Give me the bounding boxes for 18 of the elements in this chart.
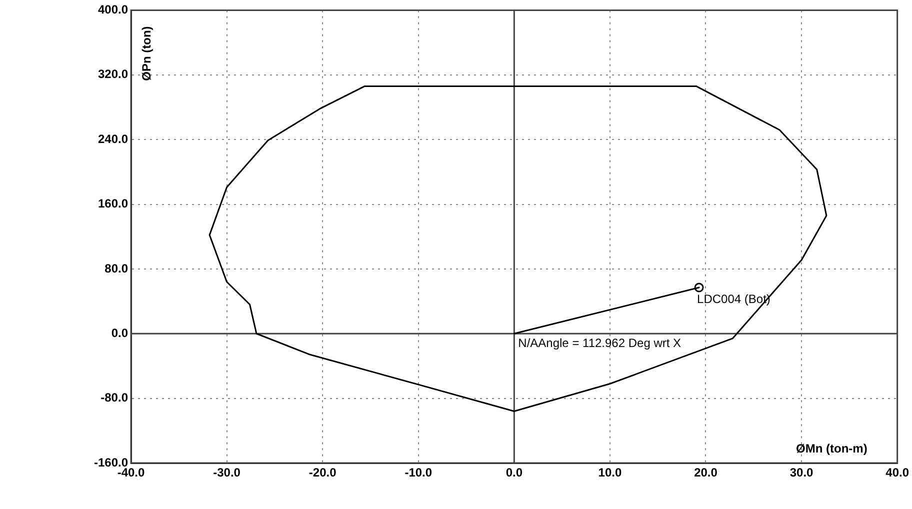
x-axis-title: ØMn (ton-m) [796,441,868,456]
x-tick-label: 30.0 [790,466,814,480]
x-tick-label: 0.0 [506,466,523,480]
y-tick-label: 0.0 [111,326,128,340]
y-tick-label: 80.0 [104,261,128,276]
x-tick-label: 20.0 [694,466,718,480]
y-tick-label: 320.0 [98,67,128,82]
y-axis-title: ØPn (ton) [139,26,154,81]
x-tick-label: -20.0 [308,466,337,480]
x-tick-label: 40.0 [886,466,910,480]
y-tick-label: 240.0 [98,132,128,146]
x-tick-label: -30.0 [213,466,241,480]
y-tick-label: 400.0 [98,2,128,17]
annotation: N/AAngle = 112.962 Deg wrt X [518,336,682,350]
x-tick-label: -10.0 [404,466,432,480]
y-tick-label: 160.0 [98,196,128,211]
y-tick-label: -80.0 [100,390,128,405]
x-tick-label: 10.0 [598,466,622,480]
